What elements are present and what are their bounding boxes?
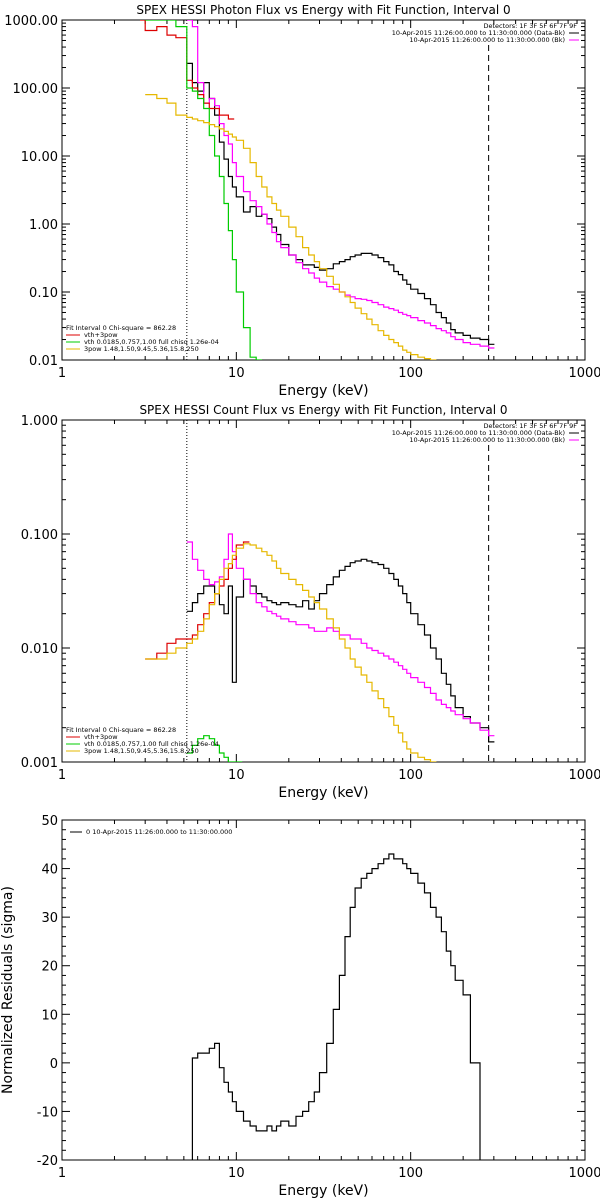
panel-2: 1 10 100 1000 Energy (keV) 1.000 0.100 0.010 0.0… bbox=[21, 403, 600, 801]
detectors-label: Detectors: 1F 3F 5F 6F 7F 9F bbox=[483, 422, 577, 430]
x-tick-label: 1 bbox=[58, 366, 66, 381]
y-tick-label: 1.00 bbox=[29, 218, 58, 233]
time-range-bk: 10-Apr-2015 11:26:00.000 to 11:30:00.000… bbox=[409, 36, 565, 44]
y-tick-label: 10.00 bbox=[21, 150, 58, 165]
time-range-data: 10-Apr-2015 11:26:00.000 to 11:30:00.000… bbox=[392, 429, 565, 437]
panel-1: 1 10 100 1000 Energy (keV) 1000.00 100.00 10.00… bbox=[4, 3, 600, 399]
fit-legend-entry: vth 0.0185,0.757,1.00 full chisq 1.26e-0… bbox=[84, 338, 219, 346]
y-tick-label: -20 bbox=[37, 1154, 58, 1169]
y-tick-label: 100.00 bbox=[13, 82, 59, 97]
x-axis-label: Energy (keV) bbox=[278, 1183, 368, 1199]
fit-legend-entry: 3pow 1.48,1.50,9.45,5.36,15.8,250 bbox=[84, 747, 199, 755]
fit-legend-entry: vth 0.0185,0.757,1.00 full chisq 1.26e-0… bbox=[84, 740, 219, 748]
y-tick-label: 1000.00 bbox=[4, 14, 58, 29]
fit-legend-header: Fit Interval 0 Chi-square = 862.28 bbox=[66, 324, 176, 332]
time-range-bk: 10-Apr-2015 11:26:00.000 to 11:30:00.000… bbox=[409, 436, 565, 444]
series-group bbox=[191, 853, 481, 1160]
y-tick-label: -10 bbox=[37, 1105, 58, 1120]
plot-frame bbox=[61, 19, 586, 361]
x-tick-label: 1 bbox=[58, 1166, 66, 1181]
series-line-4 bbox=[145, 94, 437, 360]
series-line-2 bbox=[140, 20, 235, 120]
series-line-0 bbox=[186, 558, 495, 743]
plot-frame bbox=[61, 819, 586, 1161]
x-tick-label: 10 bbox=[228, 768, 245, 783]
series-line-0 bbox=[186, 62, 495, 345]
x-axis-label: Energy (keV) bbox=[278, 785, 368, 801]
x-tick-label: 100 bbox=[398, 366, 423, 381]
x-tick-label: 10 bbox=[228, 366, 245, 381]
y-tick-label: 0.010 bbox=[21, 642, 58, 657]
y-tick-label: 50 bbox=[41, 814, 58, 829]
x-tick-label: 1000 bbox=[568, 366, 600, 381]
x-tick-label: 100 bbox=[398, 768, 423, 783]
fit-legend-header: Fit Interval 0 Chi-square = 862.28 bbox=[66, 726, 176, 734]
y-tick-label: 40 bbox=[41, 863, 58, 878]
y-tick-label: 0.001 bbox=[21, 756, 58, 771]
time-range-data: 10-Apr-2015 11:26:00.000 to 11:30:00.000… bbox=[392, 29, 565, 37]
x-tick-label: 1 bbox=[58, 768, 66, 783]
y-tick-label: 0 bbox=[50, 1057, 58, 1072]
series-group bbox=[145, 533, 495, 762]
y-tick-label: 30 bbox=[41, 911, 58, 926]
x-tick-label: 1000 bbox=[568, 1166, 600, 1181]
x-tick-label: 100 bbox=[398, 1166, 423, 1181]
y-tick-label: 20 bbox=[41, 960, 58, 975]
series-line-4 bbox=[145, 543, 437, 762]
y-tick-label: 10 bbox=[41, 1008, 58, 1023]
fit-legend-entry: vth+3pow bbox=[84, 331, 118, 339]
y-axis-label: Normalized Residuals (sigma) bbox=[0, 886, 16, 1094]
y-tick-label: 0.01 bbox=[29, 354, 58, 369]
x-tick-label: 10 bbox=[228, 1166, 245, 1181]
chart-title: SPEX HESSI Count Flux vs Energy with Fit… bbox=[139, 403, 507, 417]
y-tick-label: 1.000 bbox=[21, 414, 58, 429]
series-line-3 bbox=[145, 20, 262, 360]
y-tick-label: 0.10 bbox=[29, 286, 58, 301]
x-tick-label: 1000 bbox=[568, 768, 600, 783]
residual-legend: 0 10-Apr-2015 11:26:00.000 to 11:30:00.0… bbox=[86, 828, 232, 836]
fit-legend-entry: 3pow 1.48,1.50,9.45,5.36,15.8,250 bbox=[84, 345, 199, 353]
chart-title: SPEX HESSI Photon Flux vs Energy with Fi… bbox=[136, 3, 510, 17]
series-group bbox=[140, 20, 495, 360]
x-axis-label: Energy (keV) bbox=[278, 383, 368, 399]
plot-frame bbox=[61, 419, 586, 763]
fit-legend-entry: vth+3pow bbox=[84, 733, 118, 741]
series-line-0 bbox=[191, 853, 481, 1160]
y-tick-label: 0.100 bbox=[21, 528, 58, 543]
detectors-label: Detectors: 1F 3F 5F 6F 7F 9F bbox=[483, 22, 577, 30]
series-line-3 bbox=[186, 735, 243, 762]
